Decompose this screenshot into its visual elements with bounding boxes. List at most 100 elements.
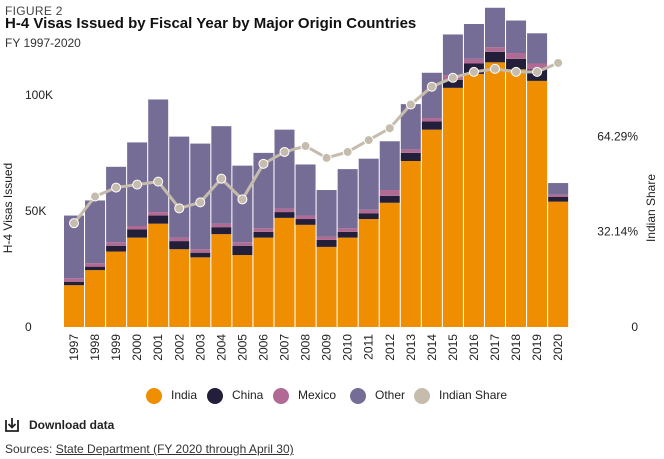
stacked-bar-chart: 0 50K 100K 0 32.14% 64.29% H-4 Visas Issued Ind…: [1, 7, 658, 404]
bar-mexico: [527, 63, 548, 70]
bar-mexico: [106, 242, 127, 246]
bar-mexico: [506, 53, 527, 59]
x-tick-label: 2008: [299, 334, 313, 361]
legend-swatch-indian-share: [414, 388, 430, 404]
legend-swatch-mexico: [273, 388, 289, 404]
bar-other: [485, 7, 505, 48]
bar-india: [485, 62, 505, 327]
bar-china: [548, 196, 569, 202]
y-right-tick-label: 32.14%: [597, 225, 638, 239]
bar-china: [232, 245, 253, 256]
bar-mexico: [463, 58, 484, 64]
bar-china: [169, 241, 190, 250]
bar-india: [442, 87, 463, 327]
bar-other: [295, 164, 316, 216]
bar-india: [211, 234, 232, 327]
bar-china: [316, 239, 337, 247]
indian-share-point: [216, 173, 227, 184]
bar-india: [106, 251, 127, 327]
x-tick-label: 2020: [551, 334, 565, 361]
bar-india: [548, 201, 569, 327]
indian-share-point: [258, 158, 269, 169]
bar-china: [253, 231, 274, 238]
indian-share-point: [405, 99, 416, 110]
indian-share-point: [490, 63, 500, 74]
legend-swatch-china: [207, 388, 223, 404]
bar-mexico: [232, 242, 253, 246]
bar-mexico: [421, 118, 442, 122]
bar-mexico: [274, 208, 295, 213]
bar-mexico: [316, 236, 337, 240]
indian-share-point: [111, 182, 122, 193]
x-tick-label: 2018: [509, 334, 523, 361]
x-tick-label: 2016: [467, 334, 481, 361]
indian-share-point: [511, 66, 522, 77]
indian-share-point: [153, 176, 164, 187]
indian-share-point: [90, 191, 101, 202]
sources-note: Sources: State Department (FY 2020 throu…: [5, 442, 294, 456]
bar-other: [379, 141, 400, 191]
x-tick-label: 2012: [383, 334, 397, 361]
bar-other: [506, 20, 527, 54]
bar-mexico: [548, 194, 569, 197]
bar-other: [548, 183, 569, 195]
indian-share-point: [174, 203, 185, 214]
legend-label-mexico: Mexico: [298, 388, 336, 402]
bar-india: [148, 223, 169, 327]
download-data-button[interactable]: Download data: [4, 417, 114, 433]
bar-other: [527, 33, 548, 64]
x-tick-label: 1998: [88, 334, 102, 361]
bar-other: [64, 215, 84, 279]
bar-china: [442, 79, 463, 88]
bar-mexico: [211, 223, 232, 228]
indian-share-point: [321, 152, 332, 163]
x-tick-label: 2014: [425, 334, 439, 361]
bar-india: [421, 129, 442, 327]
bar-india: [316, 246, 337, 327]
bar-other: [169, 136, 190, 238]
bar-china: [211, 227, 232, 235]
x-tick-label: 2000: [130, 334, 144, 361]
x-tick-label: 1999: [109, 334, 123, 361]
indian-share-point: [132, 179, 143, 190]
bar-mexico: [358, 209, 379, 214]
bar-other: [148, 99, 169, 213]
legend-swatch-other: [350, 388, 366, 404]
bar-china: [379, 195, 400, 203]
x-tick-label: 2019: [530, 334, 544, 361]
bar-other: [400, 104, 421, 150]
indian-share-point: [447, 72, 458, 83]
bar-india: [463, 73, 484, 327]
indian-share-point: [300, 141, 311, 152]
bar-china: [295, 219, 316, 225]
download-data-label: Download data: [29, 418, 115, 432]
indian-share-point: [553, 57, 564, 68]
bar-india: [274, 217, 295, 327]
bar-india: [527, 80, 548, 327]
sources-link[interactable]: State Department (FY 2020 through April …: [55, 442, 294, 456]
legend-label-other: Other: [375, 388, 405, 402]
bar-china: [106, 245, 127, 252]
bar-mexico: [148, 212, 169, 216]
download-icon: [5, 418, 19, 432]
bar-mexico: [379, 190, 400, 196]
bar-other: [421, 72, 442, 119]
legend-swatch-india: [146, 388, 162, 404]
indian-share-point: [279, 146, 290, 157]
y-tick-label: 100K: [25, 88, 53, 102]
bar-india: [295, 224, 316, 327]
indian-share-point: [468, 66, 479, 77]
indian-share-point: [237, 194, 248, 205]
bar-china: [148, 215, 169, 224]
bar-china: [358, 213, 379, 220]
bar-china: [337, 231, 358, 238]
indian-share-point: [532, 66, 543, 77]
bar-china: [274, 212, 295, 218]
bar-other: [316, 190, 337, 237]
y-right-axis-title: Indian Share: [644, 174, 658, 242]
bar-china: [400, 152, 421, 161]
bar-china: [85, 266, 106, 271]
bar-mexico: [253, 228, 274, 232]
bar-mexico: [169, 237, 190, 242]
legend-label-indian-share: Indian Share: [439, 388, 507, 402]
